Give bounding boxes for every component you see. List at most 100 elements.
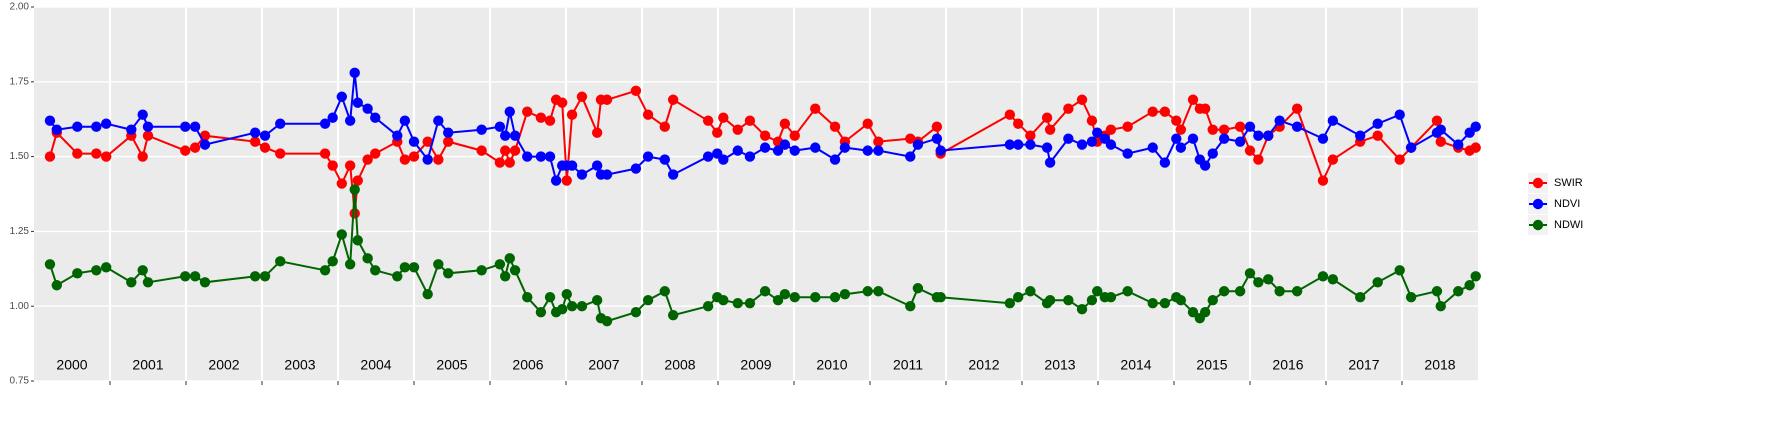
data-point: [1470, 142, 1481, 153]
data-point: [349, 67, 360, 79]
year-label: 2013: [1044, 357, 1075, 373]
data-point: [1013, 139, 1024, 150]
data-point: [732, 298, 743, 309]
data-point: [912, 139, 924, 150]
legend-label: NDVI: [1554, 198, 1580, 210]
data-point: [101, 118, 112, 129]
data-point: [1218, 133, 1230, 144]
y-tick-label: 1.25: [10, 226, 30, 237]
data-point: [408, 262, 420, 273]
data-point: [509, 265, 521, 276]
data-point: [702, 151, 714, 162]
data-point: [422, 136, 433, 147]
data-point: [91, 265, 102, 276]
data-point: [630, 306, 642, 318]
data-point: [91, 121, 102, 132]
data-point: [199, 139, 211, 150]
legend-dot: [1532, 219, 1544, 231]
data-point: [1092, 286, 1103, 297]
data-point: [344, 115, 356, 126]
data-point: [352, 97, 363, 108]
data-point: [319, 148, 331, 159]
data-point: [1044, 157, 1056, 168]
data-point: [1355, 130, 1366, 141]
data-point: [779, 118, 791, 129]
data-point: [1394, 265, 1405, 276]
data-point: [370, 148, 381, 159]
data-point: [1291, 103, 1303, 114]
data-point: [1435, 301, 1446, 312]
year-label: 2008: [664, 357, 695, 373]
data-point: [1105, 139, 1117, 150]
data-point: [1317, 133, 1329, 144]
data-point: [576, 301, 588, 312]
data-point: [1004, 139, 1016, 150]
data-point: [137, 151, 148, 162]
data-point: [566, 301, 578, 312]
data-point: [259, 142, 271, 153]
data-point: [1063, 133, 1074, 144]
data-point: [576, 91, 588, 102]
data-point: [1405, 142, 1417, 153]
data-point: [1234, 136, 1246, 147]
year-label: 2006: [512, 357, 543, 373]
year-label: 2009: [740, 357, 771, 373]
data-point: [667, 94, 679, 105]
data-point: [1234, 286, 1246, 297]
data-point: [1218, 286, 1230, 297]
data-point: [349, 208, 360, 219]
data-point: [1405, 292, 1417, 303]
year-label: 2017: [1348, 357, 1379, 373]
data-point: [810, 292, 821, 303]
data-point: [862, 118, 873, 129]
data-point: [732, 145, 743, 156]
data-point: [1086, 115, 1098, 126]
data-point: [1199, 306, 1211, 318]
data-point: [667, 309, 679, 321]
data-point: [336, 91, 347, 102]
data-point: [1435, 136, 1446, 147]
data-point: [702, 115, 714, 126]
data-point: [476, 265, 487, 276]
data-point: [1199, 160, 1211, 171]
data-point: [522, 151, 533, 162]
data-point: [1218, 124, 1230, 135]
data-point: [72, 268, 83, 279]
data-point: [935, 145, 946, 156]
data-point: [789, 292, 800, 303]
legend-label: NDWI: [1554, 219, 1583, 231]
data-point: [702, 301, 714, 312]
data-point: [1086, 295, 1098, 306]
data-point: [905, 151, 916, 162]
data-point: [509, 145, 521, 156]
data-point: [642, 109, 654, 120]
data-point: [1171, 115, 1182, 126]
data-point: [522, 292, 533, 303]
data-point: [1244, 145, 1256, 156]
data-point: [433, 259, 444, 270]
data-point: [1291, 121, 1303, 132]
data-point: [392, 271, 403, 282]
data-point: [659, 154, 670, 165]
data-point: [535, 151, 547, 162]
data-point: [1327, 115, 1339, 126]
data-point: [712, 127, 723, 138]
data-point: [1470, 121, 1481, 132]
data-point: [336, 229, 347, 240]
year-label: 2015: [1196, 357, 1227, 373]
data-point: [249, 127, 261, 138]
data-point: [744, 115, 756, 126]
data-point: [443, 268, 454, 279]
data-point: [72, 148, 83, 159]
data-point: [1253, 277, 1264, 288]
data-point: [1199, 103, 1211, 114]
data-point: [601, 94, 613, 105]
data-point: [249, 271, 261, 282]
data-point: [101, 262, 112, 273]
data-point: [189, 142, 201, 153]
data-point: [557, 97, 568, 108]
data-point: [1234, 121, 1246, 132]
data-point: [744, 151, 756, 162]
data-point: [352, 235, 363, 246]
data-point: [1291, 286, 1303, 297]
